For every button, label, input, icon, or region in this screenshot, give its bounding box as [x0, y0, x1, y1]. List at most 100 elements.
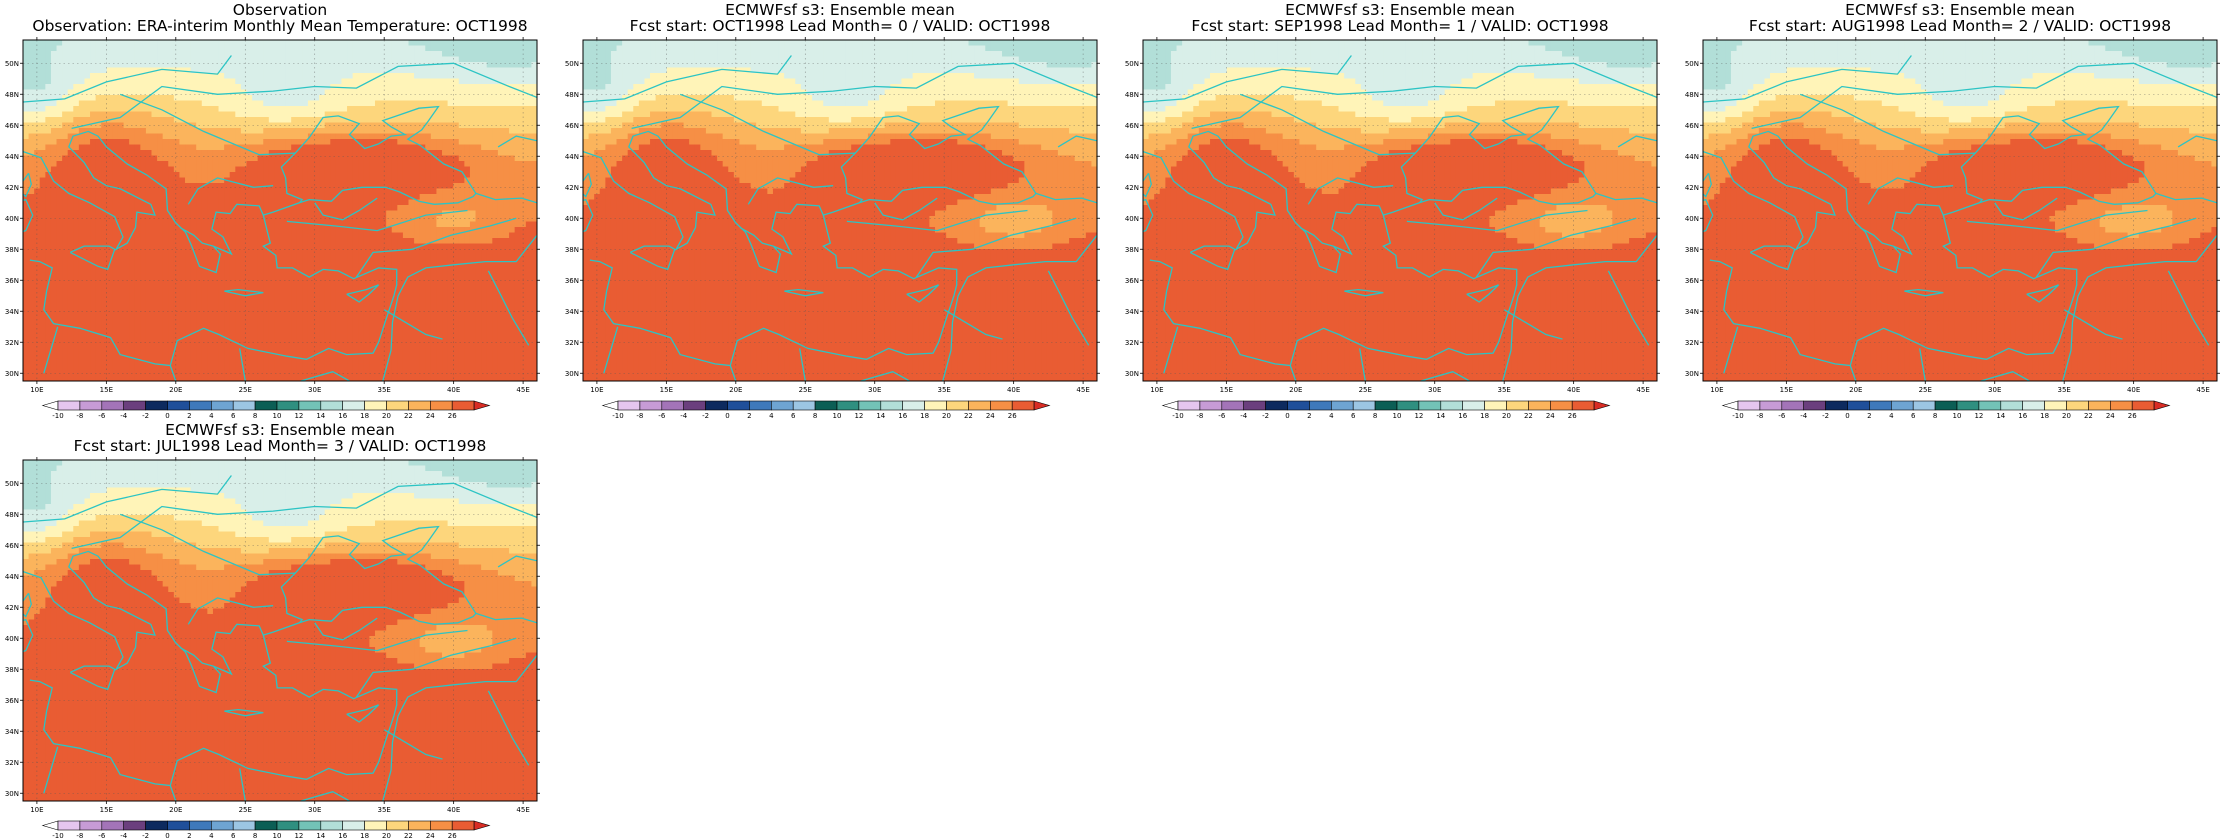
- lon-tick-label: 20E: [1849, 386, 1862, 394]
- color-bar-label: 0: [165, 412, 169, 420]
- lat-tick-label: 36N: [1125, 277, 1139, 285]
- lon-tick-label: 25E: [239, 806, 252, 814]
- lat-tick-label: 46N: [5, 542, 19, 550]
- color-bar-swatch: [342, 400, 365, 411]
- color-bar-label: 24: [1546, 412, 1555, 420]
- color-bar-swatch: [1265, 400, 1288, 411]
- lat-tick-label: 40N: [1685, 215, 1699, 223]
- lat-tick-label: 42N: [565, 184, 579, 192]
- lat-tick-label: 46N: [5, 122, 19, 130]
- lat-tick-label: 30N: [5, 790, 19, 798]
- color-bar-label: 20: [2062, 412, 2071, 420]
- color-bar-swatch: [276, 400, 300, 411]
- color-bar-label: -2: [142, 412, 149, 420]
- color-bar-label: 16: [338, 832, 347, 840]
- color-bar-arrow-right: [2153, 400, 2171, 411]
- color-bar-swatch: [364, 400, 387, 411]
- color-bar-label: 12: [1414, 412, 1423, 420]
- color-bar-swatch: [683, 400, 706, 411]
- color-bar-label: 16: [898, 412, 907, 420]
- lat-lon-grid: [1143, 40, 1657, 381]
- color-bar-label: 10: [273, 412, 282, 420]
- lat-tick-label: 38N: [5, 666, 19, 674]
- lat-tick-label: 50N: [5, 60, 19, 68]
- color-bar-swatch: [254, 400, 278, 411]
- panel-title-line1: ECMWFsf s3: Ensemble mean: [0, 422, 560, 439]
- lon-tick-label: 25E: [1359, 386, 1372, 394]
- color-bar-label: 24: [2106, 412, 2115, 420]
- color-bar-label: 2: [187, 832, 191, 840]
- map-frame: [22, 39, 538, 382]
- color-bar-label: 6: [231, 832, 236, 840]
- color-bar-arrow-right: [1033, 400, 1051, 411]
- color-bar-swatch: [145, 400, 168, 411]
- lat-tick-label: 48N: [565, 91, 579, 99]
- lon-tick-label: 15E: [1220, 386, 1233, 394]
- panel-title-line2: Observation: ERA-interim Monthly Mean Te…: [0, 18, 560, 35]
- lat-tick-label: 48N: [1125, 91, 1139, 99]
- color-bar-swatch: [902, 400, 925, 411]
- lon-tick-label: 45E: [1636, 386, 1649, 394]
- lat-lon-grid: [1703, 40, 2217, 381]
- color-bar-label: -8: [76, 412, 83, 420]
- color-bar-swatch: [232, 400, 256, 411]
- color-bar-swatch: [1418, 400, 1442, 411]
- color-bar-swatch: [1891, 400, 1914, 411]
- color-bar-swatch: [946, 400, 969, 411]
- lon-tick-label: 35E: [938, 386, 951, 394]
- color-bar-swatch: [749, 400, 772, 411]
- color-bar-swatch: [57, 820, 81, 831]
- color-bar-label: 2: [747, 412, 751, 420]
- lat-tick-label: 36N: [5, 697, 19, 705]
- lat-tick-label: 42N: [1685, 184, 1699, 192]
- color-bar-swatch: [1869, 400, 1892, 411]
- color-bar-swatch: [211, 820, 234, 831]
- color-bar-label: 26: [2128, 412, 2137, 420]
- color-bar-label: -6: [1778, 412, 1786, 420]
- lon-tick-label: 25E: [239, 386, 252, 394]
- color-bar-label: 14: [316, 412, 325, 420]
- color-bar-label: 8: [253, 412, 257, 420]
- lon-tick-label: 40E: [447, 386, 460, 394]
- color-bar-label: 14: [1996, 412, 2005, 420]
- color-bar-arrow-left: [1721, 400, 1739, 411]
- color-bar-label: 10: [833, 412, 842, 420]
- color-bar-swatch: [320, 400, 343, 411]
- lon-tick-label: 25E: [1919, 386, 1932, 394]
- lat-tick-label: 48N: [5, 511, 19, 519]
- color-bar: -10 -8 -6 -4 -2 0 2 4 6 8 10 12 14 16 18 20 22 24 26: [1721, 400, 2171, 420]
- color-bar-label: 4: [209, 412, 214, 420]
- color-bar-label: -4: [120, 832, 128, 840]
- lat-tick-label: 34N: [1125, 308, 1139, 316]
- color-bar-label: -8: [636, 412, 643, 420]
- color-bar-swatch: [57, 400, 81, 411]
- color-bar-label: 14: [876, 412, 885, 420]
- color-bar-swatch: [2044, 400, 2067, 411]
- color-bar-label: 18: [360, 832, 369, 840]
- color-bar-label: 22: [404, 412, 413, 420]
- lon-tick-label: 10E: [1150, 386, 1163, 394]
- color-bar-label: 18: [360, 412, 369, 420]
- coastlines: [1143, 55, 1657, 381]
- color-bar-swatch: [2000, 400, 2023, 411]
- color-bar-label: 6: [1351, 412, 1356, 420]
- color-bar-label: 26: [1008, 412, 1017, 420]
- color-bar-swatch: [1352, 400, 1376, 411]
- color-bar-label: 0: [725, 412, 729, 420]
- color-bar-swatch: [2109, 400, 2133, 411]
- color-bar: -10 -8 -6 -4 -2 0 2 4 6 8 10 12 14 16 18 20 22 24 26: [601, 400, 1051, 420]
- lat-tick-label: 50N: [1125, 60, 1139, 68]
- map-panel-3: ECMWFsf s3: Ensemble mean Fcst start: SE…: [1120, 0, 1680, 420]
- lon-tick-label: 45E: [2196, 386, 2209, 394]
- map-frame: [1702, 39, 2218, 382]
- lat-tick-label: 36N: [1685, 277, 1699, 285]
- color-bar-swatch: [2131, 400, 2155, 411]
- color-bar-label: 22: [964, 412, 973, 420]
- color-bar-swatch: [1549, 400, 1573, 411]
- color-bar-label: 20: [1502, 412, 1511, 420]
- color-bar-label: -6: [1218, 412, 1226, 420]
- lon-tick-label: 20E: [169, 806, 182, 814]
- lat-tick-label: 30N: [1125, 370, 1139, 378]
- color-bar-swatch: [924, 400, 947, 411]
- color-bar-swatch: [408, 400, 431, 411]
